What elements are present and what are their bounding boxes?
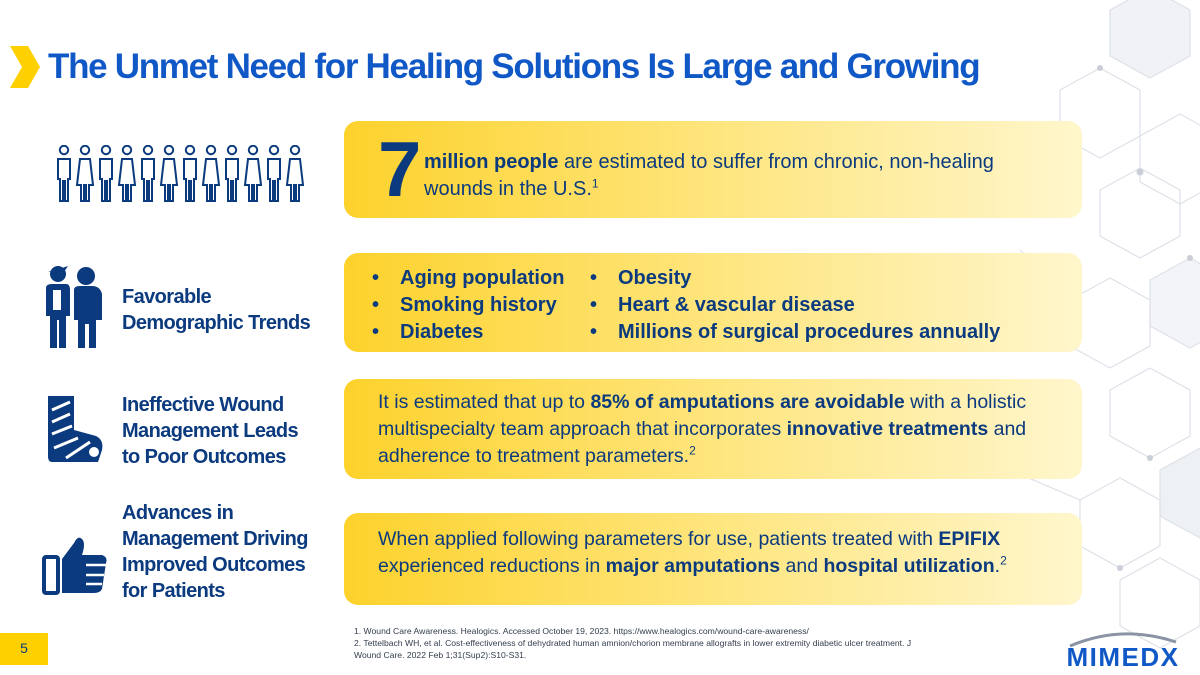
title-bar: The Unmet Need for Healing Solutions Is … bbox=[8, 42, 981, 92]
footnote-2: 2. Tettelbach WH, et al. Cost-effectiven… bbox=[354, 638, 912, 660]
amputations-text: It is estimated that up to 85% of amputa… bbox=[378, 391, 1027, 467]
page-number: 5 bbox=[20, 640, 28, 656]
page-number-tab bbox=[0, 633, 48, 665]
logo-arc-icon bbox=[1069, 632, 1177, 648]
leg-cast-icon bbox=[48, 396, 103, 462]
stat-text: million people are estimated to suffer f… bbox=[424, 151, 994, 200]
epifix-panel: When applied following parameters for us… bbox=[344, 513, 1082, 605]
page-title: The Unmet Need for Healing Solutions Is … bbox=[48, 47, 981, 86]
wound-management-label: Ineffective Wound Management Leads to Po… bbox=[122, 394, 299, 468]
people-group-icon bbox=[57, 145, 304, 202]
trend-list-left: • Aging population • Smoking history • Diab… bbox=[372, 265, 564, 346]
footnote-1: 1. Wound Care Awareness. Healogics. Acce… bbox=[354, 626, 809, 636]
list-item: • Obesity bbox=[590, 267, 692, 289]
family-icon bbox=[46, 266, 102, 348]
footnotes: 1. Wound Care Awareness. Healogics. Acce… bbox=[354, 625, 914, 661]
logo-text: MIMEDX bbox=[1066, 642, 1180, 672]
list-item: • Diabetes bbox=[372, 321, 484, 343]
demographic-trends-label: Favorable Demographic Trends bbox=[122, 286, 311, 334]
trend-list-right: • Obesity • Heart & vascular disease • Mill… bbox=[590, 265, 1000, 346]
epifix-text: When applied following parameters for us… bbox=[378, 528, 1007, 577]
demographic-trends-panel: • Aging population • Smoking history • Diab… bbox=[344, 253, 1082, 352]
amputations-panel: It is estimated that up to 85% of amputa… bbox=[344, 379, 1082, 479]
thumbs-up-icon bbox=[42, 537, 107, 595]
chevron-icon bbox=[10, 46, 40, 88]
list-item: • Heart & vascular disease bbox=[590, 294, 855, 316]
list-item: • Smoking history bbox=[372, 294, 557, 316]
chronic-wounds-panel: 7 million people are estimated to suffer… bbox=[344, 121, 1082, 218]
mimedx-logo: MIMEDX bbox=[1062, 628, 1184, 674]
hexagon-pattern bbox=[1009, 0, 1200, 649]
list-item: • Millions of surgical procedures annuall… bbox=[590, 321, 1001, 343]
list-item: • Aging population bbox=[372, 267, 565, 289]
advances-label: Advances in Management Driving Improved … bbox=[122, 502, 309, 602]
stat-number: 7 bbox=[378, 125, 422, 213]
